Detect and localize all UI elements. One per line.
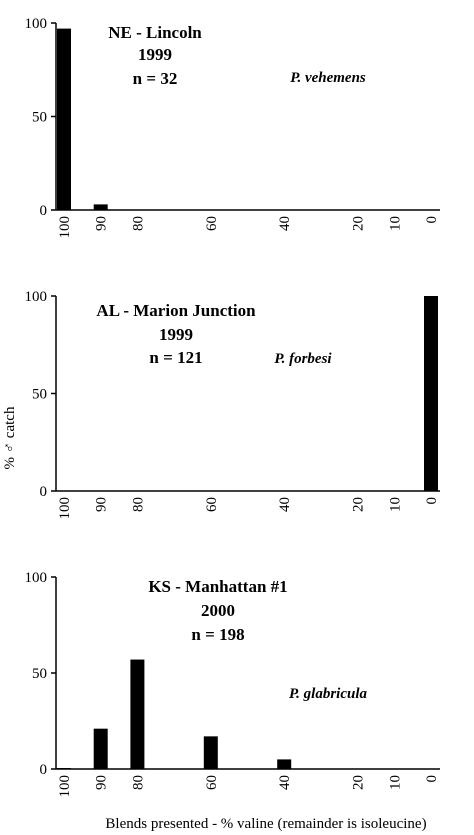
year-label: 1999 xyxy=(138,45,172,64)
x-tick-label: 90 xyxy=(94,775,110,790)
bar-60 xyxy=(203,736,218,769)
x-tick-label: 40 xyxy=(277,497,293,512)
species-label: P. vehemens xyxy=(290,70,366,86)
y-tick-label: 100 xyxy=(25,289,48,305)
x-tick-label: 20 xyxy=(351,775,367,790)
x-tick-label: 80 xyxy=(130,775,146,790)
y-tick-label: 50 xyxy=(32,110,47,126)
site-label: AL - Marion Junction xyxy=(96,301,256,320)
year-label: 1999 xyxy=(159,325,193,344)
species-label: P. glabricula xyxy=(289,686,368,702)
bar-90 xyxy=(93,204,108,210)
n-label: n = 198 xyxy=(191,625,244,644)
y-tick-label: 0 xyxy=(40,762,48,778)
y-tick-label: 100 xyxy=(25,570,48,586)
site-label: NE - Lincoln xyxy=(108,23,202,42)
x-axis-title: Blends presented - % valine (remainder i… xyxy=(105,816,426,832)
x-tick-label: 40 xyxy=(277,216,293,231)
species-label: P. forbesi xyxy=(274,351,332,367)
x-tick-label: 10 xyxy=(387,775,403,790)
x-tick-label: 10 xyxy=(387,216,403,231)
bar-100 xyxy=(57,28,71,210)
x-tick-label: 60 xyxy=(204,775,220,790)
bar-80 xyxy=(130,659,145,769)
x-tick-label: 0 xyxy=(424,216,440,224)
x-tick-label: 100 xyxy=(57,216,73,239)
bar-40 xyxy=(277,759,292,769)
n-label: n = 121 xyxy=(149,348,202,367)
y-tick-label: 100 xyxy=(25,16,48,32)
site-label: KS - Manhattan #1 xyxy=(148,577,287,596)
x-tick-label: 40 xyxy=(277,775,293,790)
x-tick-label: 90 xyxy=(94,216,110,231)
x-tick-label: 0 xyxy=(424,497,440,505)
x-tick-label: 10 xyxy=(387,497,403,512)
x-tick-label: 80 xyxy=(130,497,146,512)
bar-90 xyxy=(93,728,108,769)
y-tick-label: 50 xyxy=(32,666,47,682)
x-tick-label: 0 xyxy=(424,775,440,783)
y-tick-label: 0 xyxy=(40,203,48,219)
bar-0 xyxy=(424,296,438,491)
year-label: 2000 xyxy=(201,601,235,620)
n-label: n = 32 xyxy=(133,69,178,88)
x-tick-label: 20 xyxy=(351,216,367,231)
y-tick-label: 50 xyxy=(32,387,47,403)
x-tick-label: 100 xyxy=(57,497,73,520)
x-tick-label: 60 xyxy=(204,497,220,512)
y-tick-label: 0 xyxy=(40,484,48,500)
bar-100 xyxy=(57,768,71,770)
x-tick-label: 60 xyxy=(204,216,220,231)
y-axis-title: % ♂ catch xyxy=(2,406,18,469)
x-tick-label: 90 xyxy=(94,497,110,512)
x-tick-label: 20 xyxy=(351,497,367,512)
x-tick-label: 100 xyxy=(57,775,73,798)
x-tick-label: 80 xyxy=(130,216,146,231)
